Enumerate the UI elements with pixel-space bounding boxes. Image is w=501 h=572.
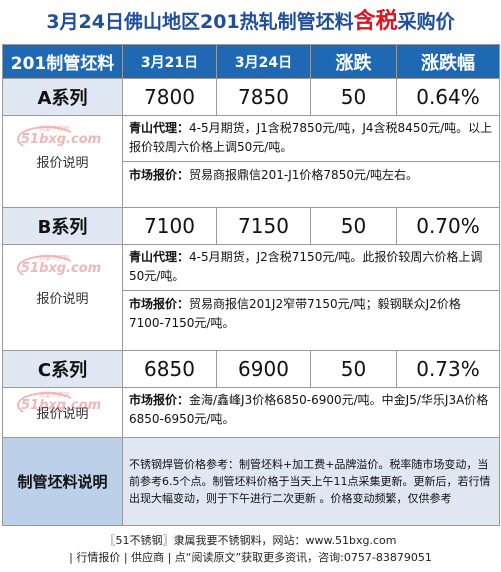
explain-label: 制管坯料说明 <box>2 437 123 526</box>
series-b-pct: 0.70% <box>396 207 500 245</box>
series-c-pct: 0.73% <box>396 350 500 388</box>
series-a-note-row: 我要不锈钢 51bxg.com 报价说明 青山代理：4-5月期货，J1含税785… <box>2 115 500 208</box>
series-b-name: B系列 <box>2 207 123 245</box>
header-date-curr: 3月24日 <box>216 44 311 79</box>
series-b-mkt-text: 贸易商报信201J2窄带7150元/吨；毅钢联众J2价格7100-7150元/吨… <box>129 297 461 330</box>
footer-line-2: | 行情报价 | 供应商 | 点“阅读原文”获取更多资讯，咨询:0757-838… <box>69 551 432 564</box>
footer-line-1: 〖51不锈钢〗隶属我要不锈钢料，网站：www.51bxg.com <box>104 534 397 547</box>
page-title: 3月24日佛山地区201热轧制管坯料含税采购价 <box>0 0 501 44</box>
series-b-note-text: 青山代理：4-5月期货，J2含税7150元/吨。此报价较周六价格上调50元/吨。… <box>122 244 500 351</box>
series-a-note-text: 青山代理：4-5月期货，J1含税7850元/吨，J4含税8450元/吨。以上报价… <box>122 115 500 208</box>
series-a-row: A系列 7800 7850 50 0.64% <box>2 78 500 116</box>
series-b-row: B系列 7100 7150 50 0.70% <box>2 207 500 245</box>
series-b-mkt-label: 市场报价： <box>129 297 190 311</box>
series-c-mkt-text: 金海/鑫峰J3价格6850-6900元/吨。中金J5/华乐J3A价格6850-6… <box>129 393 489 426</box>
series-b-qs-label: 青山代理： <box>129 250 190 264</box>
watermark-small: 我要不锈钢 <box>39 126 70 133</box>
series-b-note-row: 我要不锈钢 51bxg.com 报价说明 青山代理：4-5月期货，J2含税715… <box>2 244 500 351</box>
series-a-mkt-label: 市场报价： <box>129 168 190 182</box>
watermark-small: 我要不锈钢 <box>39 392 70 399</box>
header-date-prev: 3月21日 <box>122 44 217 79</box>
title-highlight: 含税 <box>353 9 398 34</box>
series-c-name: C系列 <box>2 350 123 388</box>
series-b-curr: 7150 <box>216 207 311 245</box>
title-main: 3月24日佛山地区201热轧制管坯料 <box>46 11 354 33</box>
series-b-note-label: 报价说明 <box>36 292 89 307</box>
series-c-note-text: 市场报价：金海/鑫峰J3价格6850-6900元/吨。中金J5/华乐J3A价格6… <box>122 387 500 438</box>
series-a-mkt-text: 贸易商报鼎信201-J1价格7850元/吨左右。 <box>189 168 419 182</box>
series-a-change: 50 <box>310 78 397 116</box>
watermark-logo: 我要不锈钢 51bxg.com <box>17 390 101 420</box>
series-b-prev: 7100 <box>122 207 217 245</box>
series-c-note-label-cell: 我要不锈钢 51bxg.com 报价说明 <box>2 387 123 438</box>
series-c-note-row: 我要不锈钢 51bxg.com 报价说明 市场报价：金海/鑫峰J3价格6850-… <box>2 387 500 438</box>
price-table: 201制管坯料 3月21日 3月24日 涨跌 涨跌幅 A系列 7800 7850… <box>2 44 500 526</box>
series-a-pct: 0.64% <box>396 78 500 116</box>
series-c-prev: 6850 <box>122 350 217 388</box>
header-change: 涨跌 <box>310 44 397 79</box>
series-a-note-label: 报价说明 <box>36 156 89 171</box>
footer: 〖51不锈钢〗隶属我要不锈钢料，网站：www.51bxg.com | 行情报价 … <box>0 527 501 572</box>
series-a-note-label-cell: 我要不锈钢 51bxg.com 报价说明 <box>2 115 123 208</box>
series-a-prev: 7800 <box>122 78 217 116</box>
series-a-name: A系列 <box>2 78 123 116</box>
header-product: 201制管坯料 <box>2 44 123 79</box>
series-c-change: 50 <box>310 350 397 388</box>
series-c-row: C系列 6850 6900 50 0.73% <box>2 350 500 388</box>
watermark-logo: 我要不锈钢 51bxg.com <box>17 253 101 283</box>
series-a-curr: 7850 <box>216 78 311 116</box>
series-b-note-label-cell: 我要不锈钢 51bxg.com 报价说明 <box>2 244 123 351</box>
explain-row: 制管坯料说明 不锈钢焊管价格参考：制管坯料+加工费+品牌溢价。税率随市场变动，当… <box>2 437 500 526</box>
watermark-small: 我要不锈钢 <box>39 255 70 262</box>
watermark-big: 51bxg.com <box>21 261 102 276</box>
watermark-big: 51bxg.com <box>21 398 102 413</box>
series-a-qs-text: 4-5月期货，J1含税7850元/吨，J4含税8450元/吨。以上报价较周六价格… <box>129 121 493 154</box>
header-change-pct: 涨跌幅 <box>396 44 500 79</box>
series-c-mkt-label: 市场报价： <box>129 393 190 407</box>
watermark-logo: 我要不锈钢 51bxg.com <box>17 124 101 154</box>
series-b-change: 50 <box>310 207 397 245</box>
title-suffix: 采购价 <box>397 11 455 33</box>
series-a-qs-label: 青山代理： <box>129 121 190 135</box>
series-b-qs-text: 4-5月期货，J2含税7150元/吨。此报价较周六价格上调50元/吨。 <box>129 250 483 283</box>
table-header-row: 201制管坯料 3月21日 3月24日 涨跌 涨跌幅 <box>2 44 500 79</box>
explain-text: 不锈钢焊管价格参考：制管坯料+加工费+品牌溢价。税率随市场变动，当前参考6.5个… <box>122 437 500 526</box>
series-c-curr: 6900 <box>216 350 311 388</box>
watermark-big: 51bxg.com <box>21 132 102 147</box>
